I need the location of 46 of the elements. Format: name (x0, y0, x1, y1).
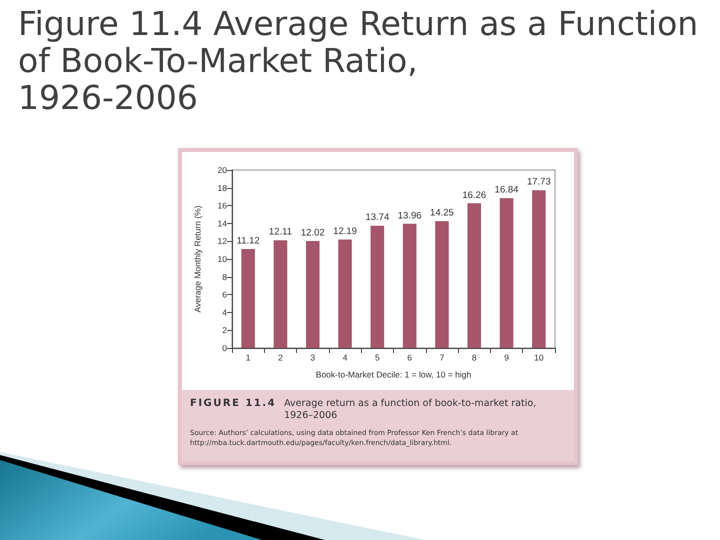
x-tick-label: 1 (246, 352, 251, 362)
x-tick-label: 6 (407, 352, 412, 362)
data-label: 17.73 (526, 176, 551, 188)
x-tick-label: 8 (472, 352, 477, 362)
y-tick-label: 0 (222, 343, 228, 353)
x-tick-label: 10 (534, 352, 544, 362)
bar (241, 249, 255, 348)
bar (370, 226, 384, 348)
bar (274, 240, 288, 348)
y-tick-label: 10 (218, 254, 228, 264)
text: Average return as a function of book-to-market ratio, 1926–2006 (284, 398, 538, 422)
y-tick-label: 16 (218, 200, 228, 211)
data-label: 13.96 (398, 210, 422, 222)
y-tick-label: 18 (218, 182, 228, 193)
x-tick-label: 7 (440, 352, 445, 362)
bar (500, 198, 514, 348)
data-label: 13.74 (365, 212, 390, 224)
y-tick-label: 8 (222, 272, 228, 282)
y-tick-label: 4 (222, 307, 228, 318)
x-axis-title: Book-to-Market Decile: 1 = low, 10 = high (316, 370, 472, 380)
y-tick-label: 20 (218, 165, 228, 175)
y-tick-label: 2 (222, 325, 228, 336)
bar (402, 224, 416, 348)
chart-title: Figure 11.4 Average Return as a Function of Book-To-Market Ratio, 1926-2006 (18, 4, 698, 117)
y-tick-label: 12 (218, 236, 228, 246)
x-tick-label: 5 (374, 352, 380, 362)
data-label: 12.19 (333, 226, 357, 238)
data-label: 16.84 (494, 184, 518, 196)
bar (435, 221, 449, 348)
y-tick-label: 14 (218, 218, 228, 228)
x-tick-label: 9 (504, 352, 510, 362)
data-label: 16.26 (462, 190, 486, 201)
y-tick-label: 6 (222, 290, 228, 300)
bar (532, 190, 546, 348)
data-label: 14.25 (430, 208, 454, 219)
data-label: 12.11 (268, 226, 292, 238)
data-label: 11.12 (236, 236, 260, 247)
bar (306, 241, 320, 348)
y-axis-title: Average Monthly Return (%) (192, 205, 202, 313)
x-tick-label: 2 (278, 352, 284, 362)
x-tick-label: 4 (342, 352, 348, 362)
x-tick-label: 3 (310, 352, 316, 362)
bar (467, 203, 482, 348)
data-label: 12.02 (300, 228, 325, 239)
caption: FIGURE 11.4 (190, 398, 276, 410)
bar (338, 240, 352, 348)
